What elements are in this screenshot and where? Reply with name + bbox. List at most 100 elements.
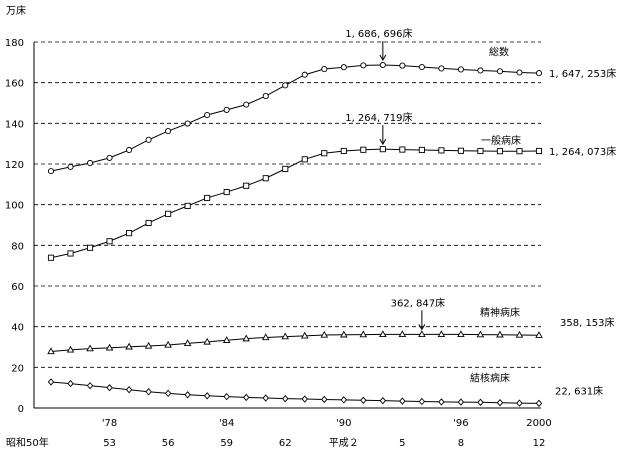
data-point-diamond <box>262 394 269 402</box>
x-tick-label-japanese: 平成２ <box>329 437 359 449</box>
data-point-triangle <box>222 336 231 343</box>
data-point-square <box>418 146 425 154</box>
series-line <box>50 64 540 172</box>
data-point-circle <box>496 68 504 75</box>
series-peak-value-label: 1, 686, 696床 <box>345 27 412 40</box>
y-tick-label-180: 180 <box>5 38 24 49</box>
data-point-diamond <box>477 398 484 406</box>
series-peak-value-label: 362, 847床 <box>391 296 446 309</box>
data-point-diamond <box>457 398 465 406</box>
series-1 <box>47 61 543 175</box>
data-point-circle <box>204 111 211 119</box>
data-point-triangle <box>203 337 211 345</box>
y-axis-unit-label: 万床 <box>6 4 26 17</box>
data-point-triangle <box>457 330 465 338</box>
data-point-square <box>47 254 55 261</box>
data-point-circle <box>379 61 386 69</box>
x-tick-label-japanese: 59 <box>220 438 233 449</box>
peak-arrow-head <box>418 324 426 331</box>
data-point-triangle <box>379 330 387 338</box>
data-point-diamond <box>301 395 308 403</box>
data-point-diamond <box>67 379 74 388</box>
data-point-triangle <box>418 330 426 338</box>
data-point-square <box>184 202 191 209</box>
y-tick-label-100: 100 <box>5 201 24 212</box>
data-point-diamond <box>379 396 387 405</box>
axes <box>33 42 541 409</box>
grid-lines <box>34 41 541 368</box>
data-point-diamond <box>164 389 172 398</box>
data-point-circle <box>301 71 308 78</box>
data-point-square <box>223 189 230 196</box>
data-point-diamond <box>321 395 328 404</box>
data-point-circle <box>360 62 367 69</box>
data-point-diamond <box>106 383 113 392</box>
data-point-circle <box>223 106 230 113</box>
data-point-diamond <box>203 392 211 400</box>
y-tick-label-60: 60 <box>11 282 24 293</box>
data-point-circle <box>184 120 191 127</box>
data-point-diamond <box>243 393 250 402</box>
data-point-circle <box>145 136 152 143</box>
data-point-square <box>243 182 250 189</box>
data-point-circle <box>86 159 94 167</box>
x-tick-label-japanese: 56 <box>162 438 175 449</box>
x-tick-label-japanese: 5 <box>399 438 405 449</box>
data-point-triangle <box>359 330 368 338</box>
data-point-triangle <box>183 339 192 346</box>
series-name-label: 精神病床 <box>480 306 520 319</box>
series-line <box>50 333 540 352</box>
series-lines <box>47 61 543 408</box>
data-point-circle <box>67 163 74 170</box>
data-point-triangle <box>535 331 543 338</box>
series-name-label: 一般病床 <box>481 134 521 147</box>
data-point-circle <box>418 63 425 71</box>
data-point-square <box>86 244 94 251</box>
x-tick-label-western: '96 <box>453 418 468 429</box>
x-tick-label-japanese: 8 <box>458 438 464 449</box>
data-point-triangle <box>515 330 524 338</box>
data-point-diamond <box>496 399 504 407</box>
data-point-triangle <box>398 330 407 338</box>
data-point-triangle <box>125 342 133 350</box>
data-point-diamond <box>535 399 543 408</box>
data-point-circle <box>457 66 464 73</box>
data-point-circle <box>340 64 347 71</box>
y-tick-label-20: 20 <box>11 363 24 374</box>
data-point-diamond <box>360 396 367 404</box>
data-point-square <box>477 147 484 155</box>
data-point-circle <box>516 69 523 76</box>
data-point-square <box>106 238 113 245</box>
data-point-square <box>457 147 464 154</box>
data-point-square <box>340 147 347 155</box>
data-point-circle <box>399 62 406 69</box>
series-peak-value-label: 1, 264, 719床 <box>345 111 412 124</box>
y-tick-label-160: 160 <box>5 79 24 90</box>
series-name-label: 総数 <box>489 45 509 58</box>
y-tick-labels: 0 20 40 60 80 100 120 140 160 180 <box>5 38 24 415</box>
data-point-square <box>262 175 269 182</box>
x-tick-label-western: '84 <box>219 418 234 429</box>
x-tick-labels: '78 '84 '90 '96 2000 昭和50年 53 56 59 62 平成２ 5 8 12 <box>6 418 552 449</box>
data-point-diamond <box>86 381 94 390</box>
data-point-circle <box>262 93 269 100</box>
data-point-square <box>321 150 328 157</box>
data-point-triangle <box>437 330 446 338</box>
data-point-circle <box>282 82 289 89</box>
data-point-triangle <box>144 341 153 349</box>
data-point-square <box>399 146 406 153</box>
y-tick-label-0: 0 <box>18 404 24 415</box>
data-point-triangle <box>281 332 290 340</box>
series-line <box>50 381 540 404</box>
x-tick-label-western: '78 <box>102 418 117 429</box>
data-point-triangle <box>86 344 94 352</box>
data-point-circle <box>126 146 133 154</box>
data-point-diamond <box>145 388 152 396</box>
y-tick-label-40: 40 <box>11 323 24 334</box>
series-name-label: 結核病床 <box>470 372 510 385</box>
data-point-square <box>126 230 133 237</box>
series-3 <box>47 330 543 355</box>
data-point-square <box>516 148 523 155</box>
